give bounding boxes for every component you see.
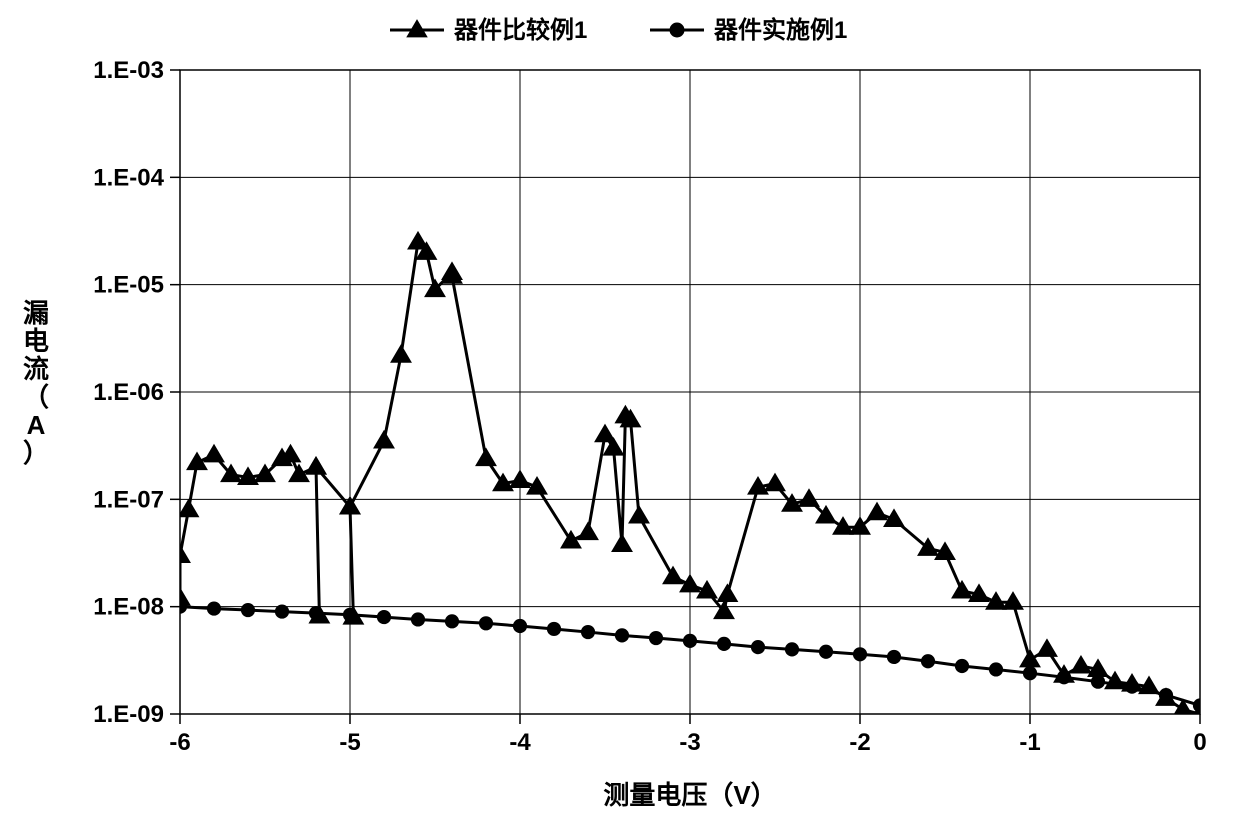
circle-marker — [1091, 675, 1104, 688]
circle-marker — [445, 615, 458, 628]
y-tick-label: 1.E-03 — [93, 57, 164, 84]
circle-marker — [989, 663, 1002, 676]
legend-label: 器件比较例1 — [453, 16, 587, 44]
circle-marker — [581, 625, 594, 638]
x-tick-label: -6 — [169, 729, 190, 756]
leakage-current-chart: -6 -5 -4 -3 -2 -1 0 1.E-09 1.E-08 1.E-07 1.E-06 1.E… — [0, 0, 1240, 824]
circle-marker — [377, 610, 390, 623]
circle-marker — [887, 650, 900, 663]
circle-marker — [649, 631, 662, 644]
circle-marker — [309, 607, 322, 620]
y-tick-label: 1.E-08 — [93, 594, 164, 621]
circle-marker — [615, 629, 628, 642]
circle-marker — [853, 648, 866, 661]
circle-marker — [751, 641, 764, 654]
circle-marker — [1159, 688, 1172, 701]
x-tick-label: -5 — [339, 729, 360, 756]
circle-marker — [683, 634, 696, 647]
circle-marker — [819, 645, 832, 658]
circle-marker — [411, 613, 424, 626]
circle-marker — [547, 622, 560, 635]
legend-label: 器件实施例1 — [713, 16, 847, 44]
y-tick-label: 1.E-05 — [93, 272, 164, 299]
circle-marker — [670, 23, 684, 37]
circle-marker — [717, 637, 730, 650]
y-tick-label: 1.E-04 — [93, 164, 164, 191]
y-tick-label: 1.E-09 — [93, 701, 164, 728]
circle-marker — [343, 608, 356, 621]
circle-marker — [207, 602, 220, 615]
circle-marker — [479, 617, 492, 630]
x-tick-label: -4 — [509, 729, 531, 756]
circle-marker — [785, 643, 798, 656]
circle-marker — [955, 659, 968, 672]
x-tick-label: 0 — [1193, 729, 1206, 756]
x-tick-label: -1 — [1019, 729, 1040, 756]
x-axis-title: 测量电压（V） — [603, 780, 776, 810]
circle-marker — [275, 605, 288, 618]
circle-marker — [1125, 680, 1138, 693]
circle-marker — [921, 655, 934, 668]
y-tick-label: 1.E-06 — [93, 379, 164, 406]
circle-marker — [1023, 667, 1036, 680]
x-tick-label: -2 — [849, 729, 870, 756]
circle-marker — [1057, 671, 1070, 684]
y-axis-title: 漏电流（A） — [23, 298, 49, 468]
x-tick-label: -3 — [679, 729, 700, 756]
circle-marker — [241, 603, 254, 616]
circle-marker — [513, 619, 526, 632]
y-tick-label: 1.E-07 — [93, 486, 164, 513]
